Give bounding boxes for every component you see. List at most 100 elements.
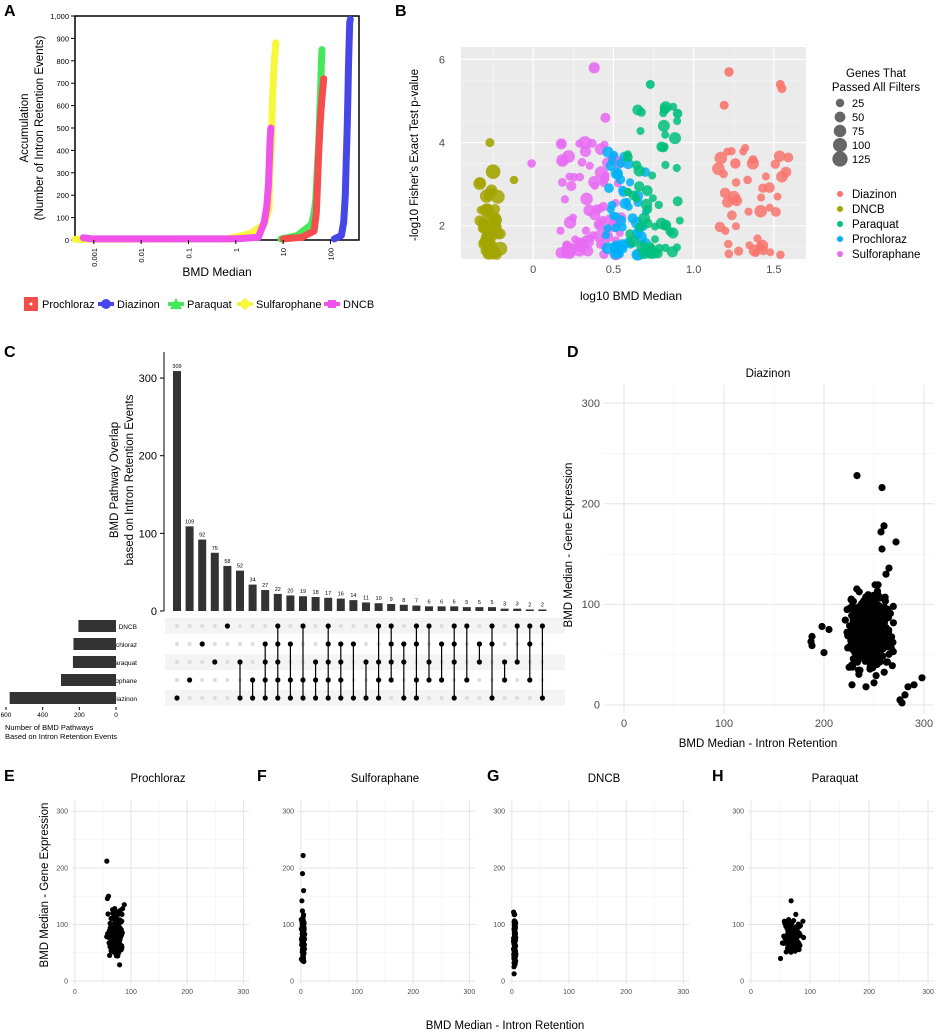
- c-matrix-dot-empty: [212, 678, 217, 682]
- c-intersection-bar: [336, 598, 345, 611]
- c-matrix-dot-empty: [502, 624, 507, 628]
- b-point-sulforaphane: [569, 213, 577, 222]
- b-point-diazinon: [743, 175, 752, 185]
- a-point-prochloraz: [299, 234, 305, 241]
- d-plot-point: [862, 683, 870, 691]
- e-plot-point: [106, 940, 112, 946]
- b-point-paraquat: [636, 127, 645, 135]
- a-point-dncb: [263, 203, 270, 210]
- c-intersection-bar: [198, 539, 207, 611]
- e-plot-point: [107, 952, 113, 959]
- b-point-sulforaphane: [560, 195, 570, 204]
- e-plot-point: [117, 962, 123, 968]
- g-plot-point: [511, 971, 517, 977]
- f-plot-point: [301, 888, 307, 894]
- e-plot-y-tick-label: 200: [56, 865, 68, 872]
- c-matrix-dot-empty: [212, 624, 217, 628]
- b-point-prochloraz: [611, 223, 620, 233]
- a-point-diazinon: [344, 93, 351, 100]
- d-plot-point: [870, 610, 878, 619]
- c-matrix-dot-empty: [288, 624, 293, 628]
- color-legend-dot-dncb: [837, 206, 843, 212]
- h-plot-x-tick-label: 100: [804, 989, 816, 996]
- h-plot-point: [800, 918, 806, 924]
- d-plot-point: [882, 570, 890, 578]
- c-matrix-dot-filled: [187, 677, 193, 683]
- c-matrix-dot-empty: [187, 624, 192, 628]
- a-point-dncb: [80, 234, 87, 241]
- panel-g-title: DNCB: [588, 773, 621, 785]
- panel-label-h: H: [712, 768, 724, 785]
- panel-label-g: G: [487, 768, 499, 785]
- color-legend-label-dncb: DNCB: [852, 204, 885, 216]
- b-point-diazinon: [723, 147, 732, 156]
- c-intersection-bar: [286, 595, 295, 611]
- h-plot-point: [786, 917, 792, 923]
- a-point-sulfarophane: [270, 75, 277, 82]
- d-plot-point: [878, 545, 886, 553]
- b-x-tick-label: 1.5: [766, 264, 781, 276]
- legend-item-prochloraz: Prochloraz: [24, 297, 95, 311]
- c-matrix-dot-empty: [313, 642, 318, 646]
- b-point-diazinon: [783, 152, 794, 163]
- b-point-sulforaphane: [569, 172, 578, 182]
- d-plot-x-tick-label: 300: [915, 718, 933, 730]
- b-point-diazinon: [764, 182, 775, 193]
- e-plot-point: [116, 919, 122, 925]
- g-plot-y-tick-label: 300: [493, 809, 505, 816]
- h-plot-point: [782, 934, 789, 941]
- a-point-prochloraz: [280, 235, 287, 242]
- panel-b-points: [473, 62, 794, 261]
- h-plot-point: [801, 934, 807, 941]
- a-point-sulfarophane: [72, 236, 78, 243]
- c-matrix-dot-empty: [200, 696, 205, 700]
- size-legend-title-line1: Genes That: [846, 68, 907, 80]
- d-plot-point: [918, 674, 926, 682]
- b-point-prochloraz: [612, 248, 622, 258]
- panel-a-x-ticks: 0.001 0.01 0.1 1 10 100: [90, 240, 336, 267]
- b-point-paraquat: [641, 185, 653, 197]
- c-matrix-dot-empty: [225, 678, 230, 682]
- d-plot-point: [851, 631, 859, 639]
- panel-e-title: Prochloraz: [131, 773, 186, 785]
- c-matrix-dot-empty: [439, 624, 444, 628]
- e-plot-bg: [72, 800, 249, 984]
- a-point-diazinon: [347, 16, 354, 23]
- e-plot-y-tick-label: 100: [56, 922, 68, 929]
- b-point-sulforaphane: [555, 247, 567, 259]
- b-point-paraquat: [634, 181, 645, 192]
- c-matrix-dot-empty: [338, 624, 343, 628]
- legend-item-dncb: DNCB: [324, 299, 374, 311]
- d-plot-point: [864, 611, 872, 620]
- d-plot-point: [807, 638, 815, 646]
- legend-item-diazinon: Diazinon: [98, 299, 160, 311]
- b-point-sulforaphane: [598, 215, 608, 225]
- c-bar-value-label: 14: [350, 593, 356, 599]
- c-intersection-bar: [210, 552, 219, 611]
- d-plot-point: [878, 484, 886, 492]
- legend-label-dncb: DNCB: [343, 299, 374, 311]
- d-plot-point: [825, 625, 833, 634]
- d-plot-point: [873, 636, 881, 644]
- e-plot-point: [104, 858, 110, 864]
- b-point-sulforaphane: [555, 138, 567, 150]
- c-matrix-dot-empty: [200, 624, 205, 628]
- a-point-dncb: [267, 136, 274, 143]
- f-plot-point: [301, 912, 307, 918]
- c-matrix-dot-empty: [502, 696, 507, 700]
- c-bar-value-label: 8: [402, 598, 405, 604]
- b-point-dncb: [485, 138, 495, 148]
- g-plot-point: [512, 954, 518, 960]
- b-y-tick-label: 6: [439, 54, 445, 66]
- c-matrix-dot-empty: [364, 624, 368, 628]
- d-plot-point: [870, 642, 878, 651]
- d-plot-point: [880, 636, 888, 644]
- b-point-sulforaphane: [588, 62, 600, 74]
- a-y-tick-label: 200: [56, 191, 69, 200]
- b-point-prochloraz: [603, 224, 612, 233]
- c-matrix-dot-empty: [200, 660, 205, 664]
- h-plot-y-tick-label: 200: [732, 865, 744, 872]
- b-point-diazinon: [766, 248, 775, 257]
- c-matrix-dot-filled: [174, 695, 180, 701]
- panel-a-plot-area: [74, 15, 360, 241]
